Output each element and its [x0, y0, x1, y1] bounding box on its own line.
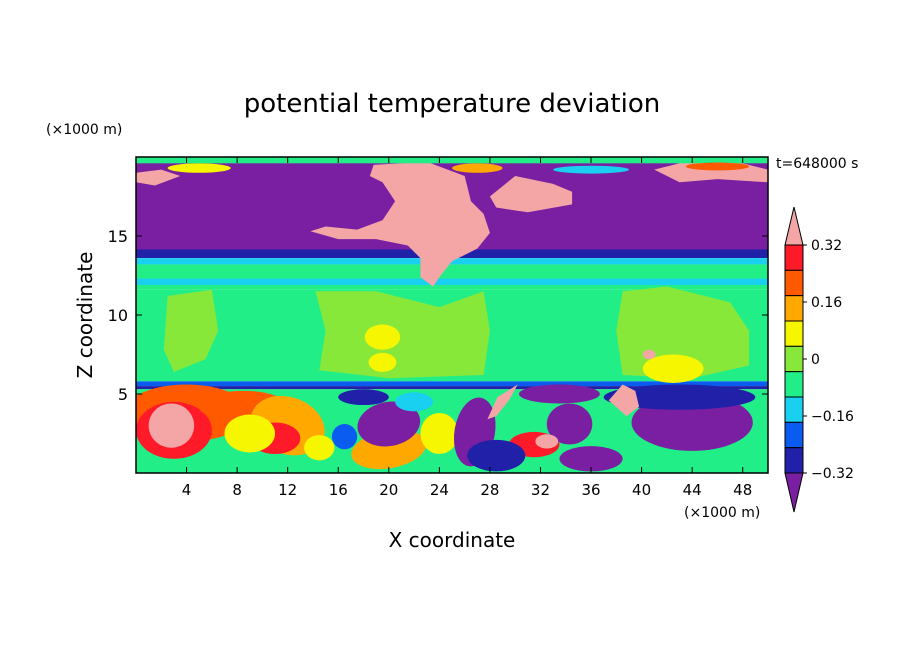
x-tick-label: 8 [232, 481, 242, 499]
y-tick-label: 5 [118, 385, 128, 404]
bl-cold-8 [518, 384, 600, 404]
colorbar-box [784, 447, 804, 474]
chart-title: potential temperature deviation [244, 89, 660, 119]
y-axis-label: Z coordinate [73, 252, 97, 379]
colorbar-box [784, 396, 804, 423]
yellow-patch-3 [642, 354, 704, 383]
colorbar-box [784, 421, 804, 449]
bl-yellow-1 [420, 412, 459, 455]
x-tick-label: 16 [329, 481, 348, 499]
upper-mid-thin-band [136, 278, 768, 285]
time-label: t=648000 s [776, 156, 858, 172]
colorbar-bottom-arrow [784, 472, 804, 513]
top-edge-band [136, 157, 768, 164]
colorbar-tick-label: −0.32 [811, 466, 854, 482]
colorbar-tick-label: −0.16 [811, 409, 854, 425]
x-tick-label: 12 [278, 481, 297, 499]
contour-field [136, 157, 768, 473]
inversion-band-blue [136, 381, 768, 387]
bl-pink-plume-1 [487, 384, 518, 420]
colorbar-box [784, 269, 804, 297]
top-yellow-1 [167, 163, 231, 173]
upper-left-cloud [136, 169, 181, 186]
colorbar-box [784, 244, 804, 271]
x-unit-label: (×1000 m) [684, 505, 760, 521]
x-axis-label: X coordinate [389, 528, 516, 552]
bl-cold-3 [467, 439, 526, 472]
colorbar-box [784, 320, 804, 347]
x-tick-label: 36 [581, 481, 600, 499]
bl-cold-9 [338, 389, 389, 406]
x-tick-label: 32 [531, 481, 550, 499]
x-tick-label: 40 [632, 481, 651, 499]
y-tick-label: 15 [108, 227, 128, 246]
colorbar-box [784, 295, 804, 322]
upper-cloud [310, 161, 490, 287]
x-tick-label: 4 [182, 481, 192, 499]
bl-cold-4 [546, 403, 593, 445]
bl-yellow-2 [224, 414, 276, 453]
colorbar-tick-label: 0.32 [811, 238, 842, 254]
bl-yellow-3 [304, 435, 335, 461]
colorbar-tick-label: 0 [811, 352, 820, 368]
colorbar-box [784, 345, 804, 373]
bl-cold-1 [357, 401, 421, 447]
z-unit-label: (×1000 m) [46, 122, 122, 138]
top-orange-2 [685, 162, 750, 171]
bl-blue-1 [331, 424, 358, 450]
mid-patch-1 [163, 289, 219, 372]
top-cyan-1 [553, 165, 629, 174]
bl-pink-plume-2 [608, 384, 640, 417]
upper-mid-layer [136, 264, 768, 290]
bl-pink-blob-1 [148, 403, 195, 448]
top-orange-1 [452, 163, 503, 173]
bl-pink-blob-2 [535, 434, 559, 449]
colorbar-box [784, 371, 804, 398]
y-axis: 5 10 15 [108, 227, 768, 404]
x-tick-label: 24 [430, 481, 449, 499]
colorbar: 0.32 0.16 0 −0.16 −0.32 [784, 206, 854, 513]
y-tick-label: 10 [108, 306, 128, 325]
bl-cyan-1 [395, 392, 434, 412]
mid-patch-2 [315, 291, 490, 379]
x-tick-label: 48 [733, 481, 752, 499]
yellow-patch-2 [368, 352, 397, 372]
colorbar-tick-label: 0.16 [811, 295, 842, 311]
yellow-patch-1 [364, 324, 401, 350]
bl-cold-7 [603, 384, 756, 410]
inversion-band [136, 386, 768, 390]
x-tick-label: 20 [379, 481, 398, 499]
upper-cloud-ext [489, 175, 573, 213]
colorbar-top-arrow [784, 206, 804, 246]
x-tick-label: 44 [683, 481, 702, 499]
pink-dot-mid [642, 349, 656, 360]
x-tick-label: 28 [480, 481, 499, 499]
x-axis: 4 8 12 16 20 24 28 32 36 40 44 48 [182, 157, 752, 499]
bl-cold-5 [559, 446, 623, 472]
